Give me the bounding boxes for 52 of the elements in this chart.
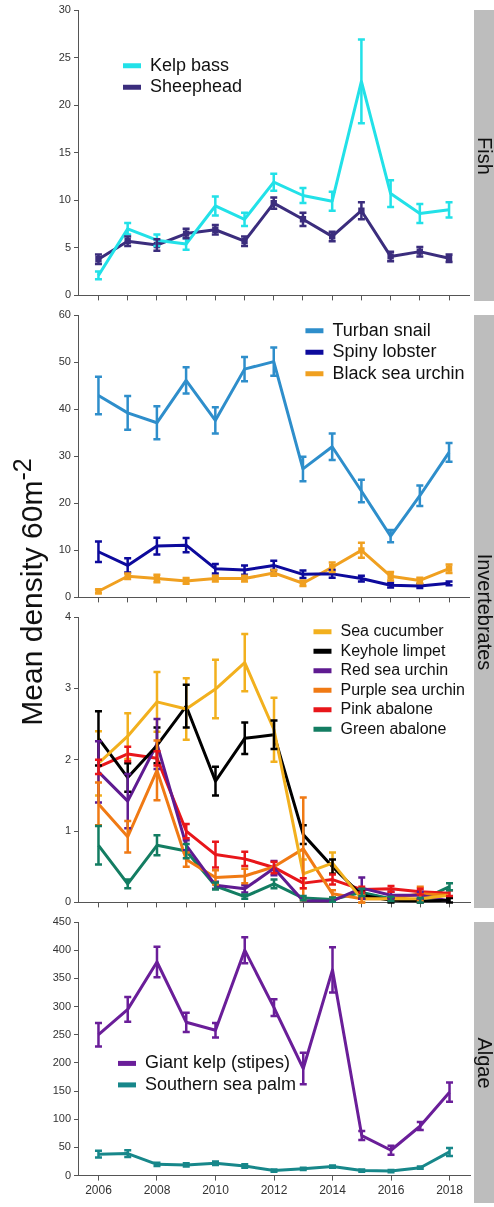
- y-tick-label: 5: [64, 240, 71, 253]
- legend-label: Black sea urchin: [332, 362, 465, 383]
- y-tick-label: 60: [58, 308, 71, 321]
- legend-label: Spiny lobster: [332, 341, 437, 362]
- legend-label: Red sea urchin: [340, 661, 449, 679]
- y-tick-label: 10: [58, 193, 71, 206]
- x-tick-label: 2008: [143, 1183, 171, 1198]
- text: Algae: [472, 1036, 494, 1089]
- y-tick-label: 50: [58, 355, 71, 368]
- y-tick-label: 1: [64, 824, 71, 837]
- legend-label: Pink abalone: [340, 700, 434, 718]
- y-tick-label: 30: [58, 3, 71, 16]
- legend-label: Green abalone: [340, 719, 447, 737]
- legend-label: Purple sea urchin: [340, 680, 465, 698]
- x-tick-label: 2014: [319, 1183, 347, 1198]
- y-tick-label: 25: [58, 50, 71, 63]
- legend-label: Southern sea palm: [145, 1073, 297, 1094]
- y-tick-label: 150: [52, 1084, 71, 1097]
- y-tick-label: 3: [64, 681, 71, 694]
- x-tick-label: 2012: [260, 1183, 288, 1198]
- legend-label: Sea cucumber: [340, 622, 445, 640]
- y-tick-label: 0: [64, 288, 71, 301]
- y-tick-label: 400: [52, 943, 71, 956]
- y-tick-label: 20: [58, 496, 71, 509]
- y-tick-label: 200: [52, 1055, 71, 1068]
- y-tick-label: 0: [64, 895, 71, 908]
- x-tick-label: 2010: [202, 1183, 230, 1198]
- y-tick-label: 250: [52, 1027, 71, 1040]
- x-tick-label: 2016: [377, 1183, 405, 1198]
- legend-label: Keyhole limpet: [340, 641, 446, 659]
- y-tick-label: 20: [58, 98, 71, 111]
- legend-label: Turban snail: [332, 319, 431, 340]
- text: Fish: [472, 136, 494, 175]
- y-tick-label: 50: [58, 1140, 71, 1153]
- y-tick-label: 10: [58, 543, 71, 556]
- x-tick-label: 2018: [436, 1183, 464, 1198]
- y-tick-label: 300: [52, 999, 71, 1012]
- legend-label: Sheephead: [150, 76, 243, 97]
- y-tick-label: 0: [64, 1168, 71, 1181]
- y-tick-label: 30: [58, 449, 71, 462]
- legend-label: Kelp bass: [150, 54, 230, 75]
- y-tick-label: 15: [58, 145, 71, 158]
- text: Invertebrates: [472, 553, 494, 670]
- y-tick-label: 4: [64, 610, 71, 623]
- y-tick-label: 350: [52, 971, 71, 984]
- y-tick-label: 450: [52, 915, 71, 928]
- x-tick-label: 2006: [85, 1183, 113, 1198]
- y-tick-label: 0: [64, 590, 71, 603]
- y-tick-label: 100: [52, 1112, 71, 1125]
- y-tick-label: 2: [64, 752, 71, 765]
- legend-label: Giant kelp (stipes): [145, 1052, 291, 1073]
- y-tick-label: 40: [58, 402, 71, 415]
